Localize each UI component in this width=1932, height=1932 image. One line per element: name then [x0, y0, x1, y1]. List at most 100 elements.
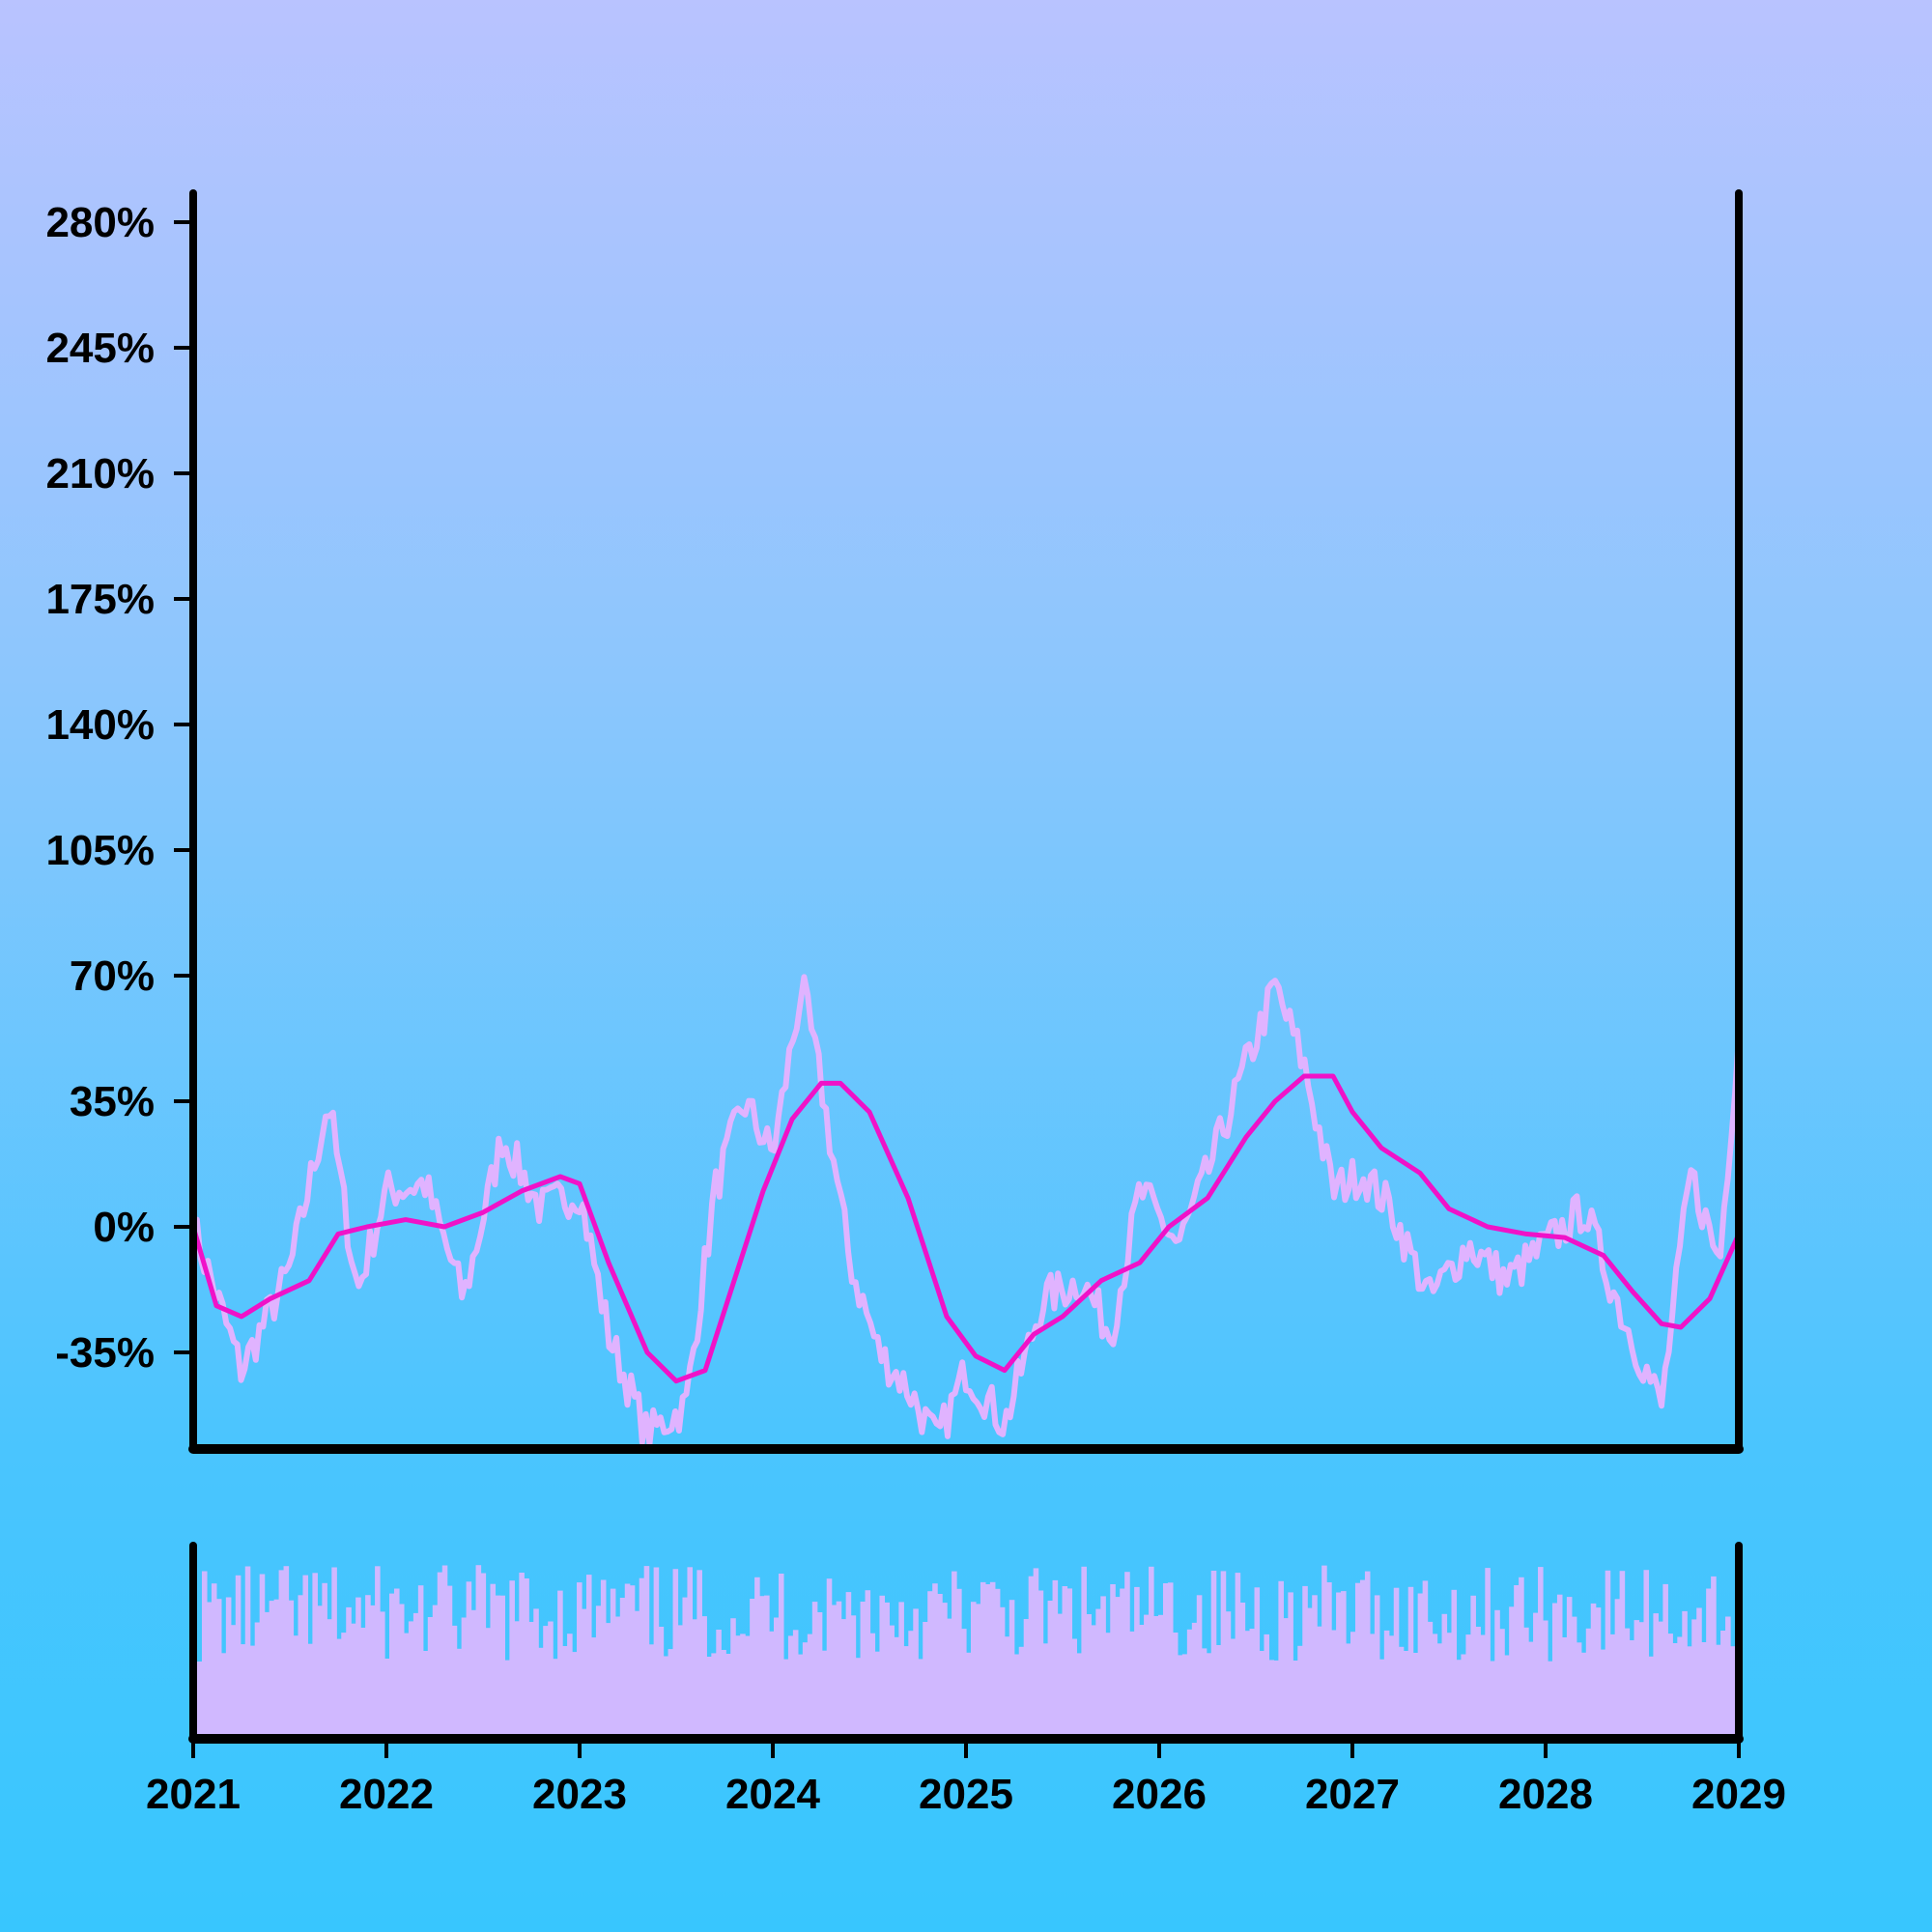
volume-bar [215, 1599, 222, 1739]
volume-bar [259, 1574, 266, 1739]
volume-bar [595, 1605, 602, 1739]
volume-bar [1638, 1622, 1645, 1739]
volume-bar [1052, 1579, 1059, 1739]
volume-bar [1124, 1572, 1130, 1739]
volume-bar [370, 1605, 376, 1739]
volume-bar [557, 1590, 563, 1739]
volume-bar [869, 1633, 876, 1739]
volume-bar [927, 1591, 933, 1739]
volume-bar [365, 1595, 371, 1739]
volume-bar [663, 1656, 669, 1739]
volume-bar [711, 1653, 717, 1739]
volume-bar [1720, 1631, 1726, 1739]
volume-bar [668, 1649, 674, 1739]
volume-bar [1293, 1661, 1298, 1739]
volume-bar [206, 1602, 213, 1739]
volume-bar [244, 1566, 251, 1739]
volume-bar [672, 1569, 679, 1739]
volume-bar [355, 1597, 361, 1739]
volume-bar [577, 1582, 582, 1739]
y-tick-label: 175% [45, 576, 155, 623]
volume-bar [952, 1571, 957, 1739]
volume-bar [249, 1645, 256, 1739]
volume-bar [461, 1617, 468, 1739]
volume-bar [774, 1617, 780, 1739]
volume-bar [201, 1571, 208, 1739]
volume-bar [380, 1611, 385, 1739]
volume-bar [600, 1579, 607, 1739]
volume-bar [923, 1622, 928, 1739]
volume-bar [1331, 1630, 1337, 1739]
volume-bar [947, 1618, 952, 1739]
volume-bar [1004, 1636, 1010, 1739]
volume-bar [725, 1654, 731, 1739]
volume-bar [1129, 1631, 1135, 1739]
volume-bar [417, 1585, 424, 1739]
volume-bar [721, 1650, 726, 1739]
volume-bar [1662, 1583, 1668, 1739]
main-plot-frame [188, 189, 1744, 1454]
volume-bar [860, 1602, 867, 1739]
volume-bar [1158, 1614, 1164, 1739]
volume-bar [735, 1635, 741, 1739]
volume-bar [1490, 1661, 1495, 1739]
volume-panel: 2021 2022 2023 2024 2025 2026 2027 2028 2029 [146, 1542, 1786, 1818]
volume-bar [327, 1619, 332, 1739]
volume-bar [1120, 1588, 1125, 1739]
volume-bar [1595, 1607, 1602, 1739]
volume-bar [1191, 1622, 1198, 1739]
y-tick-label: 140% [45, 701, 155, 749]
x-tick-label: 2024 [725, 1771, 820, 1818]
volume-bar [480, 1573, 487, 1739]
raw-series-layer [190, 974, 1742, 1447]
volume-bar [605, 1623, 611, 1739]
volume-bar [1264, 1634, 1270, 1739]
volume-bar [1186, 1629, 1193, 1739]
volume-bar [1624, 1628, 1631, 1739]
volume-bar [533, 1608, 539, 1739]
volume-bar [490, 1583, 497, 1739]
volume-bar [1225, 1611, 1232, 1739]
volume-bar [1465, 1634, 1471, 1739]
y-tick-label: 105% [45, 827, 155, 874]
volume-bar [567, 1634, 573, 1739]
volume-bar [1071, 1638, 1078, 1739]
volume-bar [495, 1595, 501, 1739]
volume-bar [908, 1631, 914, 1739]
volume-bar [1239, 1603, 1246, 1739]
volume-bar [999, 1606, 1006, 1739]
volume-bar [792, 1630, 799, 1739]
volume-bar [1725, 1616, 1731, 1739]
volume-bar [1283, 1618, 1289, 1739]
raw-series-line [190, 974, 1742, 1447]
volume-bar [273, 1599, 280, 1739]
volume-bar [1326, 1582, 1332, 1739]
volume-bar [629, 1585, 636, 1739]
volume-bar [437, 1572, 443, 1739]
volume-bar [446, 1585, 453, 1739]
volume-bar [278, 1570, 285, 1739]
volume-bar [1196, 1595, 1203, 1739]
volume-bar [1441, 1613, 1448, 1739]
volume-bar [1412, 1653, 1419, 1739]
volume-bar [509, 1580, 515, 1739]
volume-bar [1566, 1597, 1573, 1739]
volume-bar [865, 1590, 871, 1739]
volume-bar [1519, 1577, 1524, 1739]
volume-bar [1658, 1621, 1663, 1739]
y-tick-label: 35% [70, 1078, 155, 1125]
y-tick-label: 0% [93, 1204, 155, 1251]
volume-bar [836, 1601, 842, 1739]
volume-bar [1144, 1614, 1150, 1739]
volume-bar [1167, 1582, 1174, 1739]
volume-bar [1590, 1603, 1597, 1739]
volume-bar [1244, 1631, 1251, 1739]
volume-bar [1354, 1582, 1361, 1739]
volume-bar [1456, 1660, 1463, 1739]
volume-bar [1547, 1661, 1553, 1739]
volume-bar [1115, 1597, 1121, 1739]
volume-bar [797, 1654, 804, 1739]
x-tick-label: 2028 [1498, 1771, 1593, 1818]
volume-bar [1297, 1645, 1303, 1739]
